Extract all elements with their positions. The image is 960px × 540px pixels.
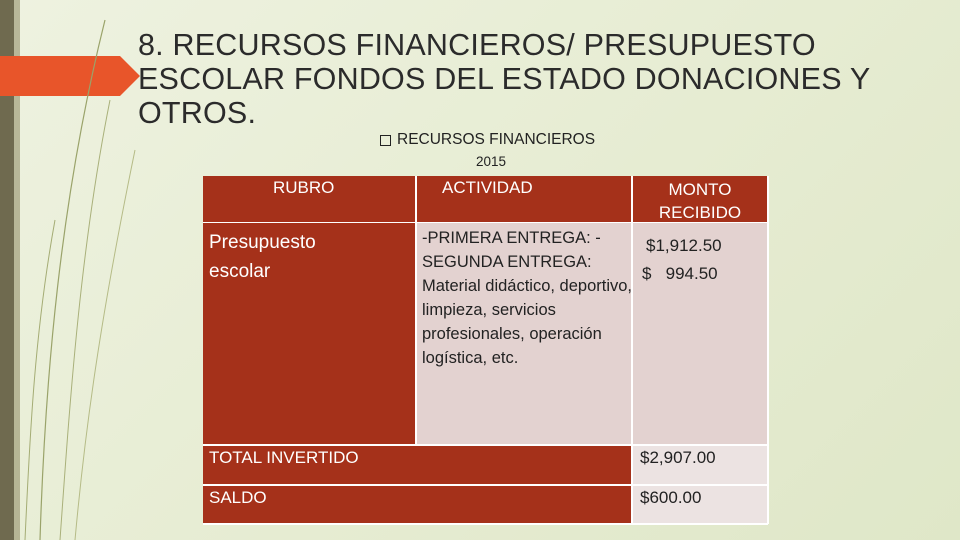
table-year: 2015	[476, 154, 507, 169]
total-value-cell: $2,907.00	[632, 444, 768, 484]
total-value: $2,907.00	[640, 448, 716, 467]
header-monto-cell: MONTO RECIBIDO	[632, 176, 768, 222]
monto-value-2: $ 994.50	[642, 264, 718, 283]
saldo-label: SALDO	[209, 488, 267, 507]
actividad-value: -PRIMERA ENTREGA: -SEGUNDA ENTREGA: Mate…	[422, 229, 633, 367]
bullet-label: RECURSOS FINANCIEROS	[397, 131, 596, 148]
header-actividad: ACTIVIDAD	[442, 178, 533, 197]
total-label: TOTAL INVERTIDO	[209, 448, 359, 467]
rubro-cell: Presupuesto escolar	[203, 222, 415, 444]
header-rubro-cell: RUBRO	[203, 176, 415, 222]
left-decor-band	[14, 0, 20, 540]
left-decor-strip	[0, 0, 14, 540]
monto-cell: $1,912.50 $ 994.50	[632, 222, 768, 444]
deco-curve	[39, 19, 106, 540]
actividad-cell: -PRIMERA ENTREGA: -SEGUNDA ENTREGA: Mate…	[416, 222, 632, 444]
header-rubro: RUBRO	[273, 178, 335, 197]
header-actividad-cell: ACTIVIDAD	[416, 176, 632, 222]
decorative-curves	[24, 19, 136, 540]
deco-curve	[24, 219, 56, 540]
total-label-cell: TOTAL INVERTIDO	[203, 444, 632, 484]
grid-line	[631, 176, 633, 524]
saldo-value-cell: $600.00	[632, 484, 768, 524]
deco-curve	[59, 99, 111, 540]
grid-line	[203, 222, 768, 223]
monto-value-1: $1,912.50	[646, 236, 722, 255]
grid-line	[767, 176, 769, 524]
grid-line	[203, 484, 768, 486]
checkbox-bullet-icon	[380, 134, 391, 146]
grid-line	[203, 523, 768, 525]
bullet-heading: RECURSOS FINANCIEROS	[380, 131, 595, 149]
slide-title: 8. RECURSOS FINANCIEROS/ PRESUPUESTO ESC…	[138, 28, 870, 130]
grid-line	[203, 444, 768, 446]
header-monto: MONTO RECIBIDO	[658, 180, 742, 222]
accent-tab	[0, 56, 120, 96]
rubro-value: Presupuesto escolar	[209, 232, 316, 282]
saldo-value: $600.00	[640, 488, 702, 507]
accent-tab-tip	[120, 56, 140, 96]
grid-line	[415, 176, 417, 444]
saldo-label-cell: SALDO	[203, 484, 632, 524]
deco-curve	[74, 149, 136, 540]
